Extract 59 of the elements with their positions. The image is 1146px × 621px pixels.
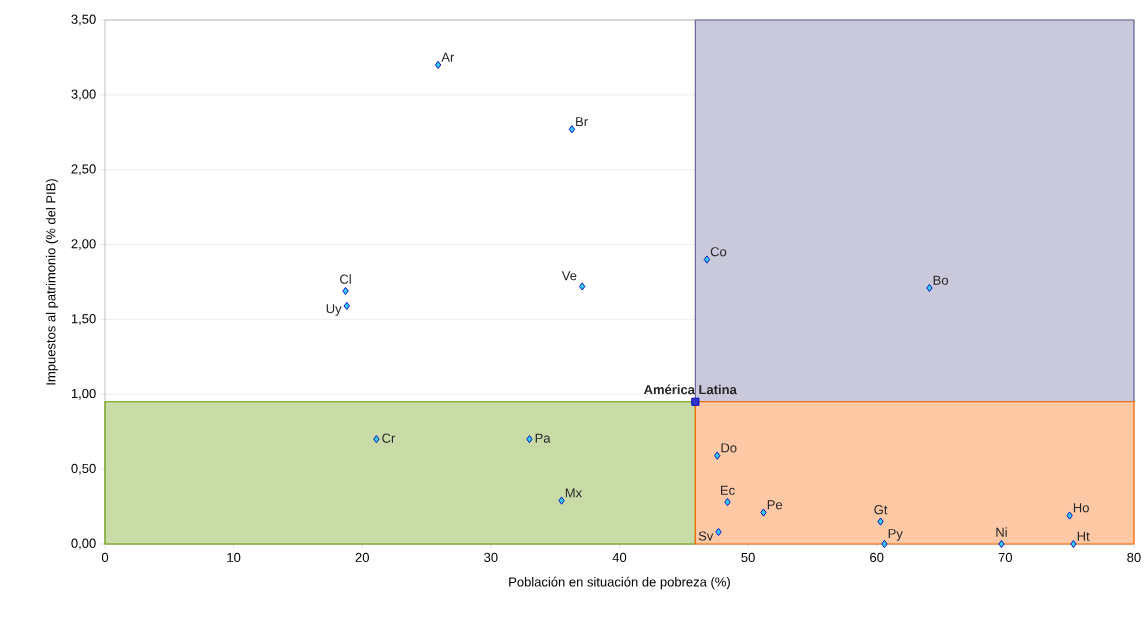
annotation: Cr [382, 433, 396, 443]
series-label: América Latina [643, 384, 737, 395]
point [760, 508, 767, 517]
point [1070, 539, 1077, 549]
y-tick-label: 2,00 [71, 239, 96, 250]
y-tick-label: 0,50 [71, 463, 96, 475]
y-tick-label: 1,50 [71, 314, 96, 325]
annotation: Py [888, 529, 903, 541]
annotation: Ht [1077, 531, 1090, 541]
annotation: Gt [874, 505, 888, 515]
y-tick-label: 3,50 [71, 14, 96, 26]
x-tick-label: 30 [484, 552, 498, 562]
x-tick-label: 70 [998, 552, 1013, 562]
point [526, 435, 533, 444]
annotation: Co [710, 247, 727, 257]
annotation: Ho [1073, 503, 1089, 513]
point [342, 286, 349, 296]
annotation: Ni [996, 527, 1007, 537]
annotation: Br [576, 117, 588, 127]
annotation: Uy [326, 304, 342, 316]
x-axis-title: Población en situación de pobreza (%) [509, 576, 730, 590]
point [881, 539, 888, 549]
annotation: Pa [535, 433, 551, 443]
point [691, 397, 700, 406]
annotation: Ve [561, 271, 577, 281]
x-tick-label: 40 [612, 552, 627, 562]
point [998, 539, 1005, 549]
point [714, 451, 721, 460]
annotation: Bo [933, 275, 948, 285]
y-tick-label: 3,00 [71, 89, 96, 101]
annotation: Mx [565, 488, 582, 498]
x-tick-label: 20 [355, 552, 369, 562]
annotation: Ec [720, 485, 735, 495]
annotation: Do [721, 443, 737, 453]
annotation: Ar [441, 52, 455, 62]
annotation: Pe [767, 500, 783, 510]
point [579, 282, 586, 291]
annotation: Sv [698, 531, 714, 541]
y-tick-label: 0,00 [71, 538, 96, 550]
point [877, 517, 884, 526]
annotation: Cl [340, 274, 351, 284]
point [558, 496, 565, 505]
point [715, 527, 722, 537]
point [373, 435, 380, 444]
point [568, 125, 576, 134]
point [343, 301, 350, 310]
point [926, 283, 933, 293]
point [1066, 511, 1073, 520]
y-tick-label: 2,50 [71, 164, 96, 176]
y-axis-title: Impuestos al patrimonio (% del PIB) [45, 179, 59, 385]
x-tick-label: 60 [870, 552, 884, 562]
y-tick-label: 1,00 [71, 388, 96, 400]
point [724, 498, 731, 507]
x-tick-label: 50 [741, 552, 755, 562]
x-tick-label: 10 [227, 552, 241, 562]
point [703, 255, 711, 264]
point [434, 60, 442, 69]
x-tick-label: 80 [1127, 552, 1141, 562]
x-tick-label: 0 [101, 552, 109, 562]
